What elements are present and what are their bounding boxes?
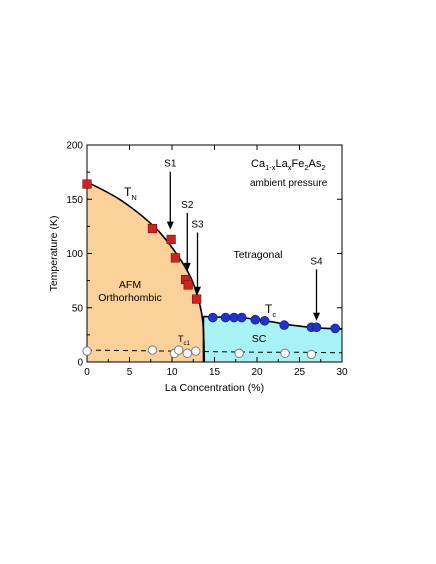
x-tick-label: 0 — [84, 367, 90, 378]
tc1-label: Tc1 — [178, 334, 191, 347]
tn-data-point — [183, 280, 193, 290]
tc-data-point — [250, 314, 261, 325]
sample-label-s2: S2 — [181, 200, 194, 211]
tc1-data-point — [182, 348, 192, 358]
tc-data-point — [311, 322, 322, 333]
sample-arrow-head — [313, 312, 320, 321]
phase-regions — [87, 181, 342, 362]
orthorhombic-label: Orthorhombic — [98, 292, 162, 304]
sample-arrows: S1 S2 S3 S4 — [164, 159, 323, 321]
x-tick-label: 10 — [166, 367, 178, 378]
tn-data-point — [192, 294, 202, 304]
formula-element: La — [275, 158, 288, 170]
sample-arrow-head — [166, 221, 174, 230]
tn-data-point — [166, 234, 176, 244]
sample-label-s3: S3 — [191, 219, 204, 230]
sample-arrow-head — [183, 262, 191, 271]
tc1-data-point — [82, 346, 92, 356]
formula-element: Ca — [251, 158, 266, 170]
tc-data-point — [208, 312, 218, 323]
sc-label: SC — [252, 333, 267, 345]
x-tick-label: 15 — [209, 367, 221, 378]
x-tick-label: 25 — [294, 367, 306, 378]
sample-label-s1: S1 — [164, 159, 177, 170]
tn-label: TN — [124, 185, 137, 202]
tc1-data-point — [174, 345, 184, 355]
tc1-data-point — [147, 345, 158, 355]
y-tick-label: 0 — [77, 358, 83, 369]
y-axis-title: Temperature (K) — [48, 216, 60, 292]
tc1-data-point — [306, 349, 317, 360]
tc1-data-point — [191, 346, 201, 356]
tn-data-point — [147, 223, 158, 234]
y-tick-label: 200 — [66, 141, 83, 152]
x-axis-ticks: 0 5 10 15 20 25 30 — [84, 145, 348, 378]
y-tick-label: 150 — [66, 195, 83, 206]
superconducting-region — [203, 316, 342, 362]
afm-orthorhombic-region — [87, 181, 205, 362]
sample-label-s4: S4 — [310, 256, 323, 267]
y-axis-ticks: 0 50 100 150 200 — [66, 141, 342, 369]
tc-data-point — [279, 320, 290, 330]
sample-arrow-head — [194, 286, 201, 295]
y-tick-label: 50 — [72, 303, 84, 314]
tc-label: Tc — [265, 302, 276, 319]
x-axis-title: La Concentration (%) — [165, 382, 264, 394]
compound-formula: Ca1-xLaxFe2As2 — [251, 158, 326, 172]
afm-label: AFM — [119, 279, 141, 291]
formula-subscript: x — [288, 163, 292, 172]
formula-element: Fe — [291, 158, 304, 170]
x-tick-label: 5 — [127, 367, 133, 378]
tc-data-point — [236, 312, 247, 323]
tn-data-point — [170, 253, 181, 263]
x-tick-label: 20 — [251, 367, 263, 378]
tc-data-point — [220, 312, 231, 323]
tn-label-main: T — [124, 185, 132, 199]
tc1-dashed-line — [86, 349, 343, 354]
data-markers — [82, 179, 341, 360]
tc-label-sub: c — [272, 310, 276, 319]
formula-element: As — [309, 158, 322, 170]
x-tick-label: 30 — [336, 367, 348, 378]
formula-subscript: 2 — [304, 163, 308, 172]
tc1-label-main: T — [178, 334, 184, 344]
tc-data-point — [330, 323, 341, 334]
tc-label-main: T — [265, 302, 273, 316]
y-tick-label: 100 — [66, 249, 83, 260]
condition-label: ambient pressure — [250, 178, 328, 189]
formula-subscript: 2 — [321, 163, 325, 172]
formula-subscript: 1-x — [265, 163, 276, 172]
tc1-label-sub: c1 — [184, 341, 191, 347]
tc1-data-point — [234, 348, 244, 358]
tc1-data-point — [280, 348, 290, 358]
tc-data-point — [259, 315, 270, 326]
tn-data-point — [82, 179, 92, 189]
tetragonal-label: Tetragonal — [233, 249, 282, 261]
tn-label-sub: N — [131, 193, 136, 202]
